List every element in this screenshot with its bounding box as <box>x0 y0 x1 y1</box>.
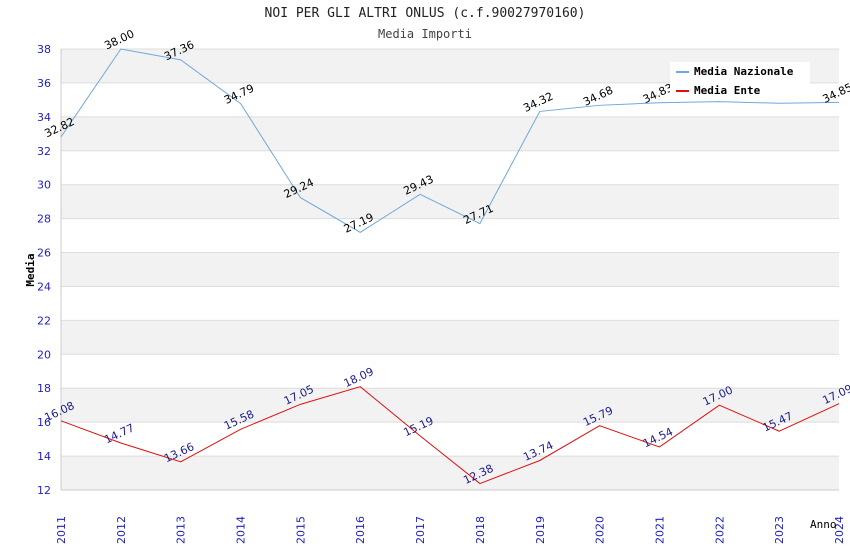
x-axis-label: Anno <box>810 518 837 531</box>
grid-band <box>61 456 839 490</box>
data-label: 34.79 <box>222 82 256 107</box>
y-tick-label: 26 <box>37 247 51 260</box>
y-tick-label: 18 <box>37 382 51 395</box>
grid-band <box>61 252 839 287</box>
legend: Media Nazionale Media Ente <box>670 62 810 100</box>
y-axis: 12 14 16 18 20 22 24 26 28 30 32 34 36 38 <box>37 43 51 497</box>
x-tick-label: 2014 <box>235 516 248 544</box>
y-tick-label: 32 <box>37 145 51 158</box>
chart-title: NOI PER GLI ALTRI ONLUS (c.f.90027970160… <box>264 6 586 21</box>
x-tick-label: 2018 <box>474 516 487 544</box>
x-tick-label: 2011 <box>55 516 68 544</box>
y-axis-label: Media <box>24 253 37 286</box>
x-tick-label: 2019 <box>534 516 547 544</box>
series-line-ente <box>60 386 840 485</box>
data-label: 18.09 <box>342 365 376 390</box>
y-tick-label: 38 <box>37 43 51 56</box>
chart-subtitle: Media Importi <box>378 27 472 41</box>
y-tick-label: 34 <box>37 111 51 124</box>
legend-background <box>670 62 810 100</box>
x-tick-label: 2024 <box>833 516 846 544</box>
grid-band <box>61 116 839 151</box>
y-tick-label: 12 <box>37 484 51 497</box>
x-tick-label: 2015 <box>294 516 307 544</box>
y-tick-label: 16 <box>37 416 51 429</box>
y-tick-label: 20 <box>37 348 51 361</box>
y-tick-label: 14 <box>37 450 51 463</box>
data-label: 34.32 <box>521 90 555 115</box>
x-tick-label: 2022 <box>713 516 726 544</box>
legend-label-ente: Media Ente <box>694 84 761 97</box>
x-tick-label: 2016 <box>354 516 367 544</box>
x-tick-label: 2020 <box>594 516 607 544</box>
grid-bands <box>60 48 839 491</box>
series-lines <box>60 48 840 485</box>
x-tick-label: 2012 <box>115 516 128 544</box>
y-tick-label: 36 <box>37 77 51 90</box>
x-tick-label: 2013 <box>175 516 188 544</box>
x-tick-label: 2021 <box>653 516 666 544</box>
x-tick-label: 2023 <box>773 516 786 544</box>
legend-label-nazionale: Media Nazionale <box>694 65 794 78</box>
x-tick-label: 2017 <box>414 516 427 544</box>
grid-band <box>61 320 839 355</box>
y-tick-label: 22 <box>37 314 51 327</box>
grid-band <box>61 388 839 423</box>
series-line-nazionale <box>60 48 840 233</box>
x-axis: 2011 2012 2013 2014 2015 2016 2017 2018 2019 2020… <box>55 516 846 544</box>
grid-band <box>61 184 839 219</box>
y-tick-label: 30 <box>37 179 51 192</box>
y-tick-label: 28 <box>37 213 51 226</box>
y-tick-label: 24 <box>37 280 51 293</box>
